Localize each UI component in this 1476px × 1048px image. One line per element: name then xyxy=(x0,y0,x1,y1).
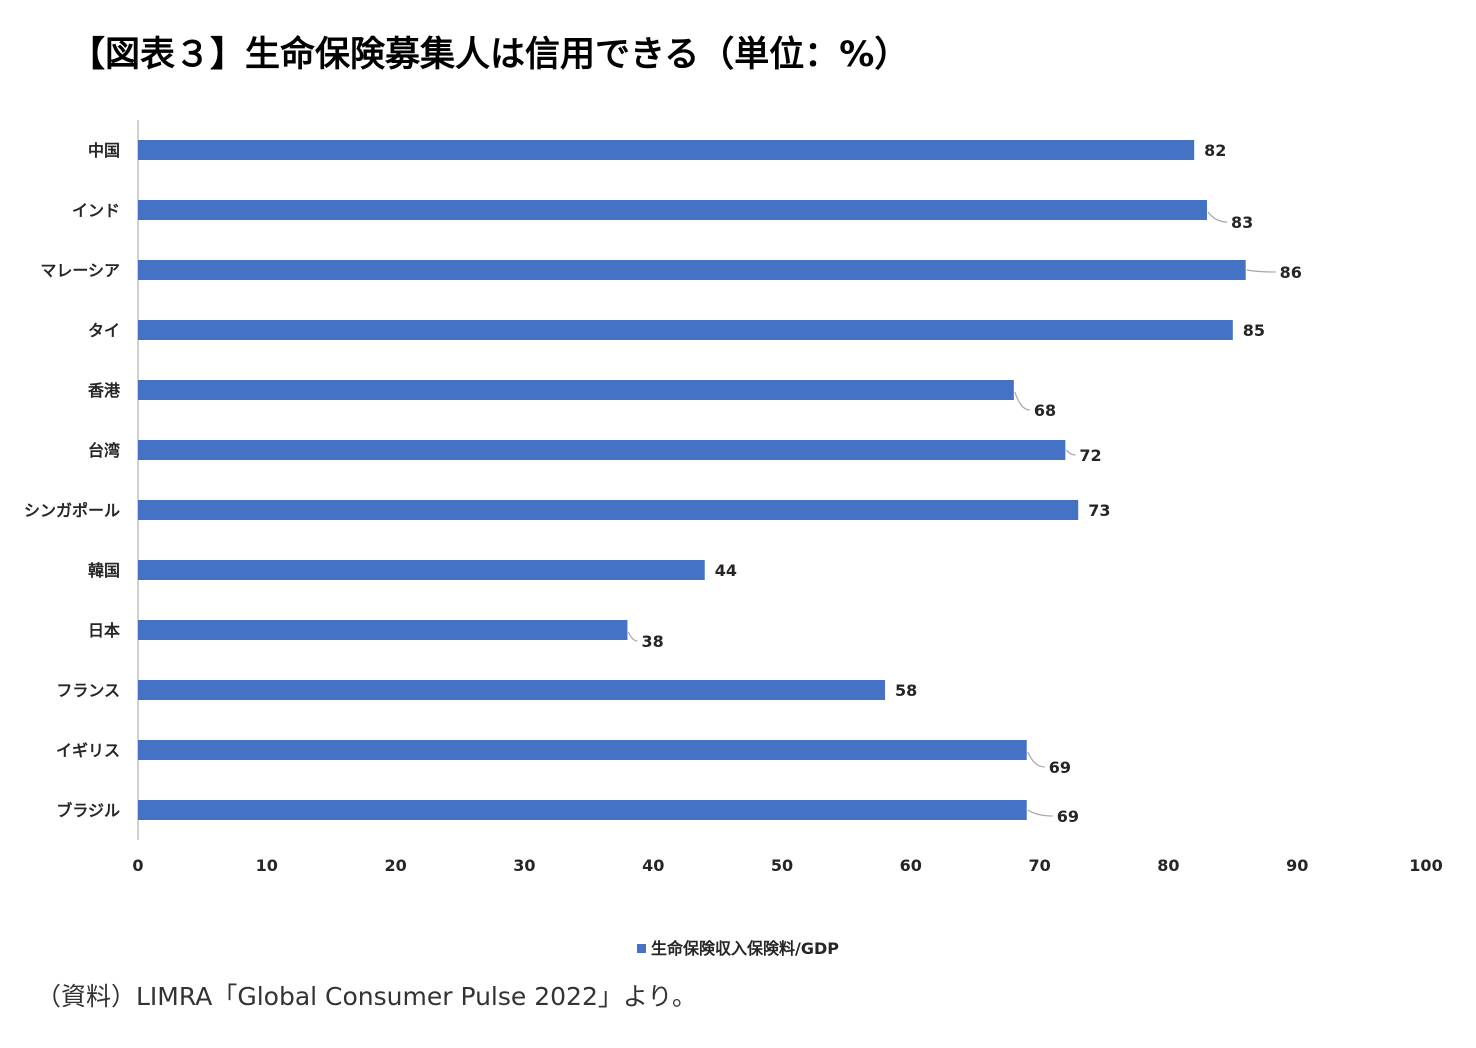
bar-chart: 0 10 20 30 40 50 60 70 80 90 100 中国 82 インド 83 マレーシア 86 タイ… xyxy=(24,120,1443,875)
x-tick-label: 80 xyxy=(1157,856,1179,875)
bar xyxy=(138,500,1079,520)
bar xyxy=(138,680,886,700)
category-label: インド xyxy=(72,201,120,220)
x-tick-label: 90 xyxy=(1286,856,1308,875)
category-label: フランス xyxy=(56,681,120,700)
page-title: 【図表３】生命保険募集人は信用できる（単位：%） xyxy=(70,35,910,75)
bar xyxy=(138,140,1195,160)
x-tick-label: 0 xyxy=(132,856,143,875)
data-label: 72 xyxy=(1079,446,1101,465)
data-label: 69 xyxy=(1049,758,1071,777)
x-tick-label: 60 xyxy=(900,856,922,875)
bar xyxy=(138,320,1233,340)
data-label: 85 xyxy=(1243,321,1265,340)
bar xyxy=(138,260,1246,280)
x-tick-label: 70 xyxy=(1028,856,1050,875)
x-tick-label: 20 xyxy=(384,856,406,875)
bar xyxy=(138,560,705,580)
data-label: 69 xyxy=(1057,807,1079,826)
category-label: 日本 xyxy=(88,621,120,640)
data-label: 68 xyxy=(1034,401,1056,420)
data-label-leader-line xyxy=(1065,449,1076,456)
data-label: 83 xyxy=(1231,213,1253,232)
data-label-leader-line xyxy=(1027,751,1045,768)
category-label: タイ xyxy=(88,321,120,340)
legend-label: 生命保険収入保険料/GDP xyxy=(651,939,839,958)
x-tick-label: 100 xyxy=(1409,856,1442,875)
bar xyxy=(138,740,1027,760)
category-label: 台湾 xyxy=(88,441,120,460)
category-label: シンガポール xyxy=(24,501,120,520)
data-label-leader-line xyxy=(1246,269,1276,273)
chart-legend: 生命保険収入保険料/GDP xyxy=(0,935,1476,959)
category-label: 香港 xyxy=(87,381,121,400)
data-label: 58 xyxy=(895,681,917,700)
category-label: イギリス xyxy=(56,741,120,760)
data-label-leader-line xyxy=(1014,391,1030,411)
bar xyxy=(138,800,1027,820)
data-label-leader-line xyxy=(1207,211,1228,223)
data-label-leader-line xyxy=(1027,809,1053,817)
category-label: 中国 xyxy=(88,141,120,160)
category-label: ブラジル xyxy=(56,801,120,820)
source-note: （資料）LIMRA「Global Consumer Pulse 2022」より。 xyxy=(36,982,697,1011)
category-label: マレーシア xyxy=(40,261,120,280)
x-tick-label: 30 xyxy=(513,856,535,875)
data-label: 82 xyxy=(1204,141,1226,160)
legend-swatch xyxy=(637,944,646,953)
data-label: 86 xyxy=(1280,263,1302,282)
data-label-leader-line xyxy=(627,631,638,642)
bar xyxy=(138,380,1014,400)
data-label: 73 xyxy=(1088,501,1110,520)
bar xyxy=(138,440,1066,460)
x-tick-label: 10 xyxy=(256,856,278,875)
data-label: 44 xyxy=(715,561,737,580)
x-tick-label: 40 xyxy=(642,856,664,875)
x-tick-label: 50 xyxy=(771,856,793,875)
data-label: 38 xyxy=(641,632,663,651)
category-label: 韓国 xyxy=(88,561,120,580)
bar xyxy=(138,200,1208,220)
bar xyxy=(138,620,628,640)
